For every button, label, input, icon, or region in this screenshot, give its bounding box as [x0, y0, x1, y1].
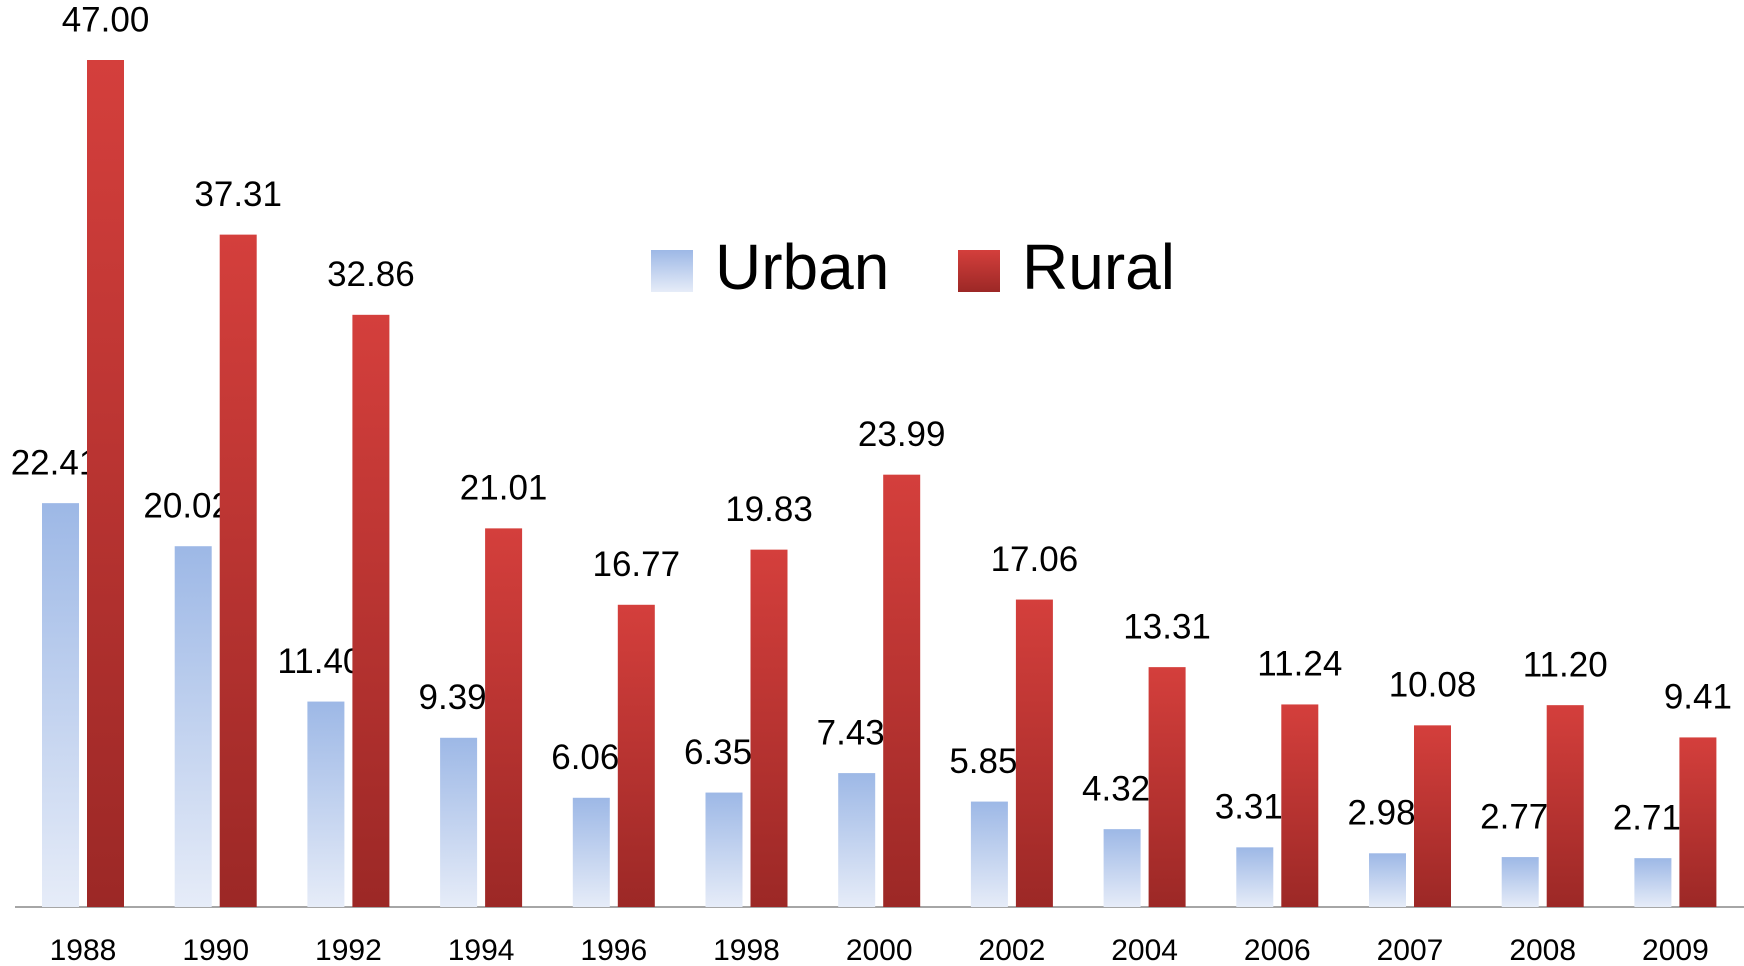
data-label: 13.31	[1123, 607, 1211, 646]
x-tick-label: 1988	[50, 934, 117, 966]
data-label: 11.40	[277, 642, 362, 681]
data-label: 3.31	[1215, 788, 1283, 827]
data-label: 11.20	[1523, 645, 1608, 684]
data-label: 32.86	[327, 255, 415, 294]
rural-bar	[883, 474, 921, 907]
urban-bar	[1369, 853, 1406, 907]
urban-bar	[174, 546, 212, 907]
rural-bar	[1679, 737, 1717, 907]
data-label: 16.77	[593, 545, 681, 584]
x-tick-label: 1996	[580, 934, 647, 966]
x-tick-label: 1998	[713, 934, 780, 966]
x-tick-label: 2008	[1509, 934, 1576, 966]
data-label: 47.00	[62, 0, 150, 39]
rural-bar	[485, 528, 523, 907]
urban-bar	[307, 701, 345, 907]
urban-bar	[1103, 829, 1141, 907]
data-label: 20.02	[143, 486, 231, 525]
x-tick-label: 2002	[979, 934, 1046, 966]
urban-bar	[42, 503, 79, 907]
data-label: 4.32	[1082, 769, 1150, 808]
rural-bar	[750, 549, 788, 907]
data-label: 7.43	[817, 713, 885, 752]
x-tick-label: 1994	[448, 934, 515, 966]
urban-bar	[1236, 847, 1274, 907]
data-label: 21.01	[460, 469, 548, 508]
rural-bar	[617, 604, 655, 907]
x-tick-label: 1990	[182, 934, 249, 966]
urban-bar	[1501, 857, 1539, 907]
x-tick-label: 2006	[1244, 934, 1311, 966]
data-label: 17.06	[991, 540, 1079, 579]
legend-label: Rural	[1022, 231, 1175, 303]
data-label: 22.41	[11, 443, 99, 482]
rural-bar	[219, 234, 257, 908]
data-label: 2.77	[1480, 797, 1548, 836]
rural-bar	[1015, 599, 1053, 907]
urban-bar	[1634, 858, 1672, 907]
data-label: 9.39	[419, 678, 487, 717]
data-label: 9.41	[1664, 678, 1732, 717]
x-tick-label: 2007	[1377, 934, 1444, 966]
data-label: 11.24	[1257, 645, 1342, 684]
rural-bar	[87, 60, 124, 907]
data-label: 5.85	[949, 742, 1017, 781]
x-tick-label: 2009	[1642, 934, 1709, 966]
urban-bar	[838, 773, 876, 907]
x-tick-label: 2004	[1111, 934, 1178, 966]
data-label: 37.31	[194, 175, 282, 214]
x-tick-label: 1992	[315, 934, 382, 966]
rural-bar	[352, 314, 390, 907]
urban-bar	[970, 801, 1008, 907]
data-label: 2.98	[1347, 794, 1415, 833]
data-label: 19.83	[725, 490, 813, 529]
data-label: 23.99	[858, 415, 946, 454]
data-label: 10.08	[1389, 666, 1477, 705]
legend-swatch	[958, 250, 1000, 292]
data-label: 6.35	[684, 733, 752, 772]
data-label: 2.71	[1613, 798, 1681, 837]
legend-swatch	[651, 250, 693, 292]
urban-bar	[440, 737, 478, 907]
rural-bar	[1148, 667, 1186, 907]
urban-bar	[572, 797, 610, 907]
x-tick-label: 2000	[846, 934, 913, 966]
rural-bar	[1281, 704, 1319, 907]
legend-label: Urban	[715, 231, 889, 303]
rural-bar	[1546, 705, 1584, 907]
urban-bar	[705, 792, 743, 907]
data-label: 6.06	[551, 738, 619, 777]
rural-bar	[1414, 725, 1451, 907]
